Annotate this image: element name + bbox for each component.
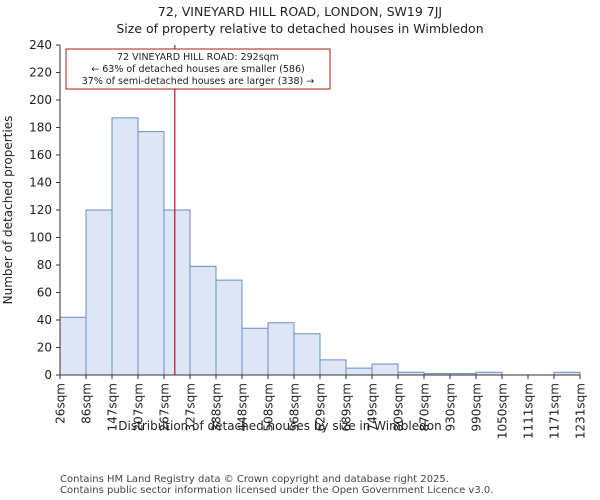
annotation-box — [65, 48, 331, 90]
y-tick-label-160: 160 — [29, 148, 52, 162]
x-tick-label-930sqm: 930sqm — [444, 383, 458, 431]
chart-title: 72, VINEYARD HILL ROAD, LONDON, SW19 7JJ — [157, 4, 443, 19]
footer-line-1: Contains HM Land Registry data © Crown c… — [60, 474, 449, 485]
y-tick-label-40: 40 — [37, 313, 52, 327]
y-tick-label-20: 20 — [37, 341, 52, 355]
y-tick-label-200: 200 — [29, 93, 52, 107]
bar-629sqm — [319, 359, 347, 376]
annotation-group: 72 VINEYARD HILL ROAD: 292sqm← 63% of de… — [65, 48, 331, 90]
bar-568sqm — [293, 333, 321, 376]
x-tick-label-568sqm: 568sqm — [288, 383, 302, 431]
bar-388sqm — [215, 279, 243, 376]
bar-689sqm — [345, 367, 373, 376]
x-tick-label-327sqm: 327sqm — [184, 383, 198, 431]
y-tick-label-240: 240 — [29, 38, 52, 52]
chart-subtitle: Size of property relative to detached ho… — [116, 21, 484, 36]
x-axis-label: Distribution of detached houses by size … — [118, 419, 441, 433]
x-tick-label-147sqm: 147sqm — [106, 383, 120, 431]
y-tick-label-120: 120 — [29, 203, 52, 217]
x-tick-label-990sqm: 990sqm — [470, 383, 484, 431]
y-tick-label-0: 0 — [44, 368, 52, 382]
bar-207sqm — [137, 131, 165, 376]
bar-508sqm — [267, 322, 295, 376]
x-tick-label-809sqm: 809sqm — [392, 383, 406, 431]
y-tick-label-220: 220 — [29, 66, 52, 80]
x-tick-label-1111sqm: 1111sqm — [522, 383, 536, 439]
y-tick-label-180: 180 — [29, 121, 52, 135]
x-tick-label-1171sqm: 1171sqm — [548, 383, 562, 439]
bars-group — [59, 117, 581, 376]
bar-26sqm — [59, 316, 87, 376]
x-tick-label-1050sqm: 1050sqm — [496, 383, 510, 439]
x-tick-label-749sqm: 749sqm — [366, 383, 380, 431]
x-tick-label-689sqm: 689sqm — [340, 383, 354, 431]
x-tick-label-26sqm: 26sqm — [54, 383, 68, 424]
bar-267sqm — [163, 209, 191, 376]
annotation-line-1: 72 VINEYARD HILL ROAD: 292sqm — [117, 52, 279, 63]
annotation-line-3: 37% of semi-detached houses are larger (… — [82, 76, 315, 87]
x-tick-label-448sqm: 448sqm — [236, 383, 250, 431]
x-tick-label-870sqm: 870sqm — [418, 383, 432, 431]
y-tick-label-80: 80 — [37, 258, 52, 272]
annotation-line-2: ← 63% of detached houses are smaller (58… — [91, 64, 304, 75]
x-tick-label-508sqm: 508sqm — [262, 383, 276, 431]
x-tick-label-207sqm: 207sqm — [132, 383, 146, 431]
x-tick-label-629sqm: 629sqm — [314, 383, 328, 431]
axes-group: 0 20 40 60 80 100 120 140 160 180 200 220 240 26sqm 86… — [29, 38, 587, 439]
bar-327sqm — [189, 265, 217, 376]
y-axis-label: Number of detached properties — [1, 116, 15, 305]
bar-86sqm — [85, 209, 113, 376]
x-tick-label-388sqm: 388sqm — [210, 383, 224, 431]
x-tick-label-1231sqm: 1231sqm — [574, 383, 588, 439]
bar-749sqm — [371, 363, 399, 376]
y-tick-label-100: 100 — [29, 231, 52, 245]
bar-448sqm — [241, 327, 269, 376]
x-tick-label-267sqm: 267sqm — [158, 383, 172, 431]
x-tick-label-86sqm: 86sqm — [80, 383, 94, 424]
y-tick-label-60: 60 — [37, 286, 52, 300]
footer-line-2: Contains public sector information licen… — [60, 485, 494, 496]
bar-147sqm — [111, 117, 139, 376]
y-tick-label-140: 140 — [29, 176, 52, 190]
